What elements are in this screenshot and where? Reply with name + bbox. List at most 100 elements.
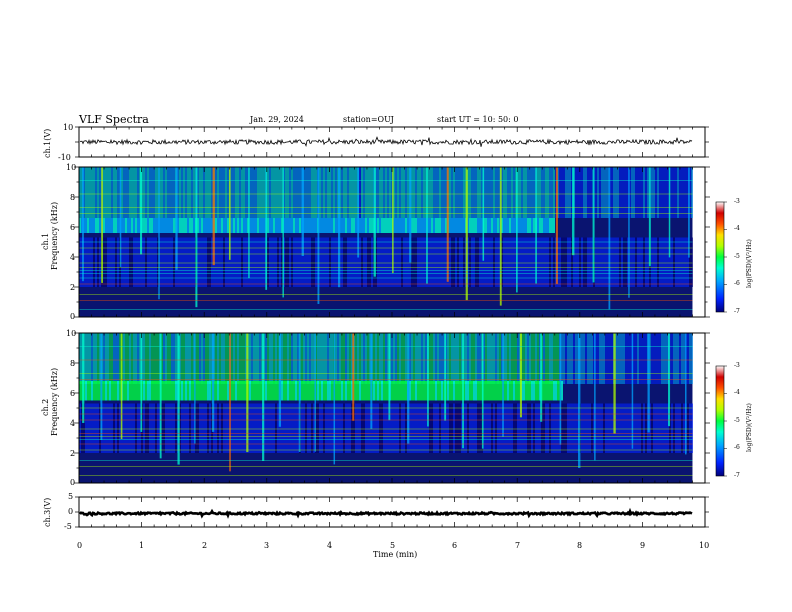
- spectrogram-column: [665, 167, 667, 218]
- emission-band-cell: [199, 381, 201, 401]
- spectrogram-column: [185, 237, 187, 287]
- spectrogram-column: [413, 167, 415, 218]
- emission-band-cell: [183, 381, 185, 401]
- emission-band-cell: [489, 381, 491, 401]
- emission-band-cell: [205, 218, 207, 233]
- sferic-burst: [444, 333, 447, 421]
- spectrogram-column: [125, 167, 127, 218]
- emission-band-cell: [535, 381, 537, 401]
- spectrogram-column: [383, 237, 385, 287]
- spectrogram-column: [571, 237, 573, 287]
- emission-band-cell: [201, 218, 203, 233]
- spectrogram-column: [655, 237, 657, 287]
- emission-band-cell: [529, 218, 531, 233]
- emission-band-cell: [143, 381, 145, 401]
- spectrogram-column: [311, 237, 313, 287]
- spectrogram-column: [137, 167, 139, 218]
- emission-band-cell: [411, 218, 413, 233]
- emission-band-cell: [235, 381, 237, 401]
- xtick-4: 4: [327, 541, 333, 550]
- xtick-8: 8: [577, 541, 583, 550]
- spectrogram-column: [665, 403, 667, 453]
- emission-band-cell: [241, 218, 243, 233]
- spectrogram-column: [527, 403, 529, 453]
- spectrogram-column: [537, 403, 539, 453]
- spectrogram-column: [463, 167, 465, 218]
- spectrogram-column: [551, 167, 553, 218]
- spectrogram-column: [681, 237, 683, 287]
- spectrogram-column: [559, 167, 561, 218]
- spectrogram-column: [335, 167, 337, 218]
- spectrogram-column: [495, 403, 497, 453]
- spectrogram-column: [485, 237, 487, 287]
- spectrogram-column: [629, 333, 631, 384]
- spectrogram-column: [601, 333, 603, 384]
- spectrogram-column: [243, 333, 245, 384]
- spectrogram-column: [259, 167, 261, 218]
- spectrogram-column: [677, 333, 679, 384]
- emission-band-cell: [91, 381, 93, 401]
- spectrogram-column: [85, 237, 87, 287]
- spectrogram-column: [131, 237, 133, 287]
- emission-band-cell: [325, 218, 327, 233]
- spectrogram-column: [321, 403, 323, 453]
- spectrogram-column: [331, 167, 333, 218]
- spectrogram-column: [327, 167, 329, 218]
- spectrogram-column: [399, 167, 401, 218]
- spectrogram-column: [91, 237, 93, 287]
- emission-band-cell: [437, 218, 439, 233]
- emission-band-cell: [275, 218, 277, 233]
- spectrogram-column: [91, 403, 93, 453]
- spectrogram-column: [563, 333, 565, 384]
- spectrogram-column: [377, 167, 379, 218]
- spectrogram-column: [287, 403, 289, 453]
- spectrogram-column: [189, 167, 191, 218]
- spectrogram-column: [545, 237, 547, 287]
- spectrogram-column: [283, 403, 285, 453]
- spectrogram-column: [537, 333, 539, 384]
- emission-band-cell: [425, 381, 427, 401]
- emission-band-cell: [481, 218, 483, 233]
- emission-band-cell: [145, 381, 147, 401]
- emission-band-cell: [501, 381, 503, 401]
- spectrogram-column: [109, 403, 111, 453]
- sferic-burst: [535, 167, 537, 284]
- spectrogram-column: [403, 403, 405, 453]
- spectrogram-column: [305, 333, 307, 384]
- emission-band-cell: [555, 381, 557, 401]
- spectrogram-column: [621, 237, 623, 287]
- spectrogram-column: [609, 403, 611, 453]
- emission-band-cell: [383, 218, 385, 233]
- spectrogram-column: [541, 403, 543, 453]
- sferic-burst: [462, 333, 464, 449]
- emission-band-cell: [495, 381, 497, 401]
- spectrogram-column: [443, 333, 445, 384]
- emission-band-cell: [457, 218, 459, 233]
- spectrogram-column: [103, 237, 105, 287]
- emission-band-cell: [277, 218, 279, 233]
- spectrogram-column: [117, 403, 119, 453]
- spectrogram-column: [663, 237, 665, 287]
- emission-band-cell: [217, 381, 219, 401]
- spectrogram-column: [589, 333, 591, 384]
- spectrogram-column: [691, 403, 693, 453]
- spectrogram-column: [649, 333, 651, 384]
- spectrogram-column: [201, 333, 203, 384]
- spectrogram-column: [393, 237, 395, 287]
- emission-band-cell: [541, 218, 543, 233]
- spectrogram-column: [507, 237, 509, 287]
- emission-band-cell: [483, 381, 485, 401]
- spectrogram-column: [579, 237, 581, 287]
- spectrogram-column: [377, 403, 379, 453]
- spectrogram-column: [179, 167, 181, 218]
- spectrogram-column: [285, 237, 287, 287]
- spectrogram-column: [493, 403, 495, 453]
- spectrogram-column: [563, 237, 565, 287]
- spectrogram-column: [541, 167, 543, 218]
- spectrogram-column: [501, 403, 503, 453]
- spectrogram-column: [179, 403, 181, 453]
- spectrogram-column: [669, 403, 671, 453]
- emission-band-cell: [83, 218, 85, 233]
- emission-band-cell: [303, 381, 305, 401]
- spectrogram-column: [481, 167, 483, 218]
